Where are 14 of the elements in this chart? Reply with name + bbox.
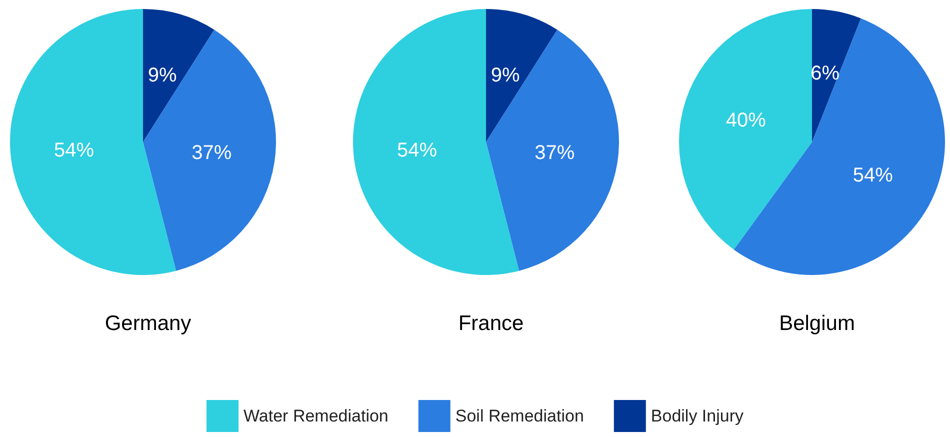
- data-label: 40%: [726, 110, 766, 132]
- text: Germany: [104, 312, 192, 335]
- legend-label: Soil Remediation: [455, 406, 584, 426]
- data-label: 37%: [534, 142, 575, 164]
- data-label: 54%: [852, 164, 894, 186]
- legend-label: Water Remediation: [244, 406, 388, 426]
- data-label: 54%: [397, 140, 438, 162]
- data-label: 9%: [490, 64, 520, 86]
- text: France: [458, 312, 524, 335]
- data-label: 9%: [148, 64, 178, 86]
- legend-label: Bodily Injury: [650, 406, 744, 426]
- text: Belgium: [779, 312, 855, 335]
- data-label: 37%: [192, 142, 232, 164]
- data-label: 54%: [54, 140, 94, 162]
